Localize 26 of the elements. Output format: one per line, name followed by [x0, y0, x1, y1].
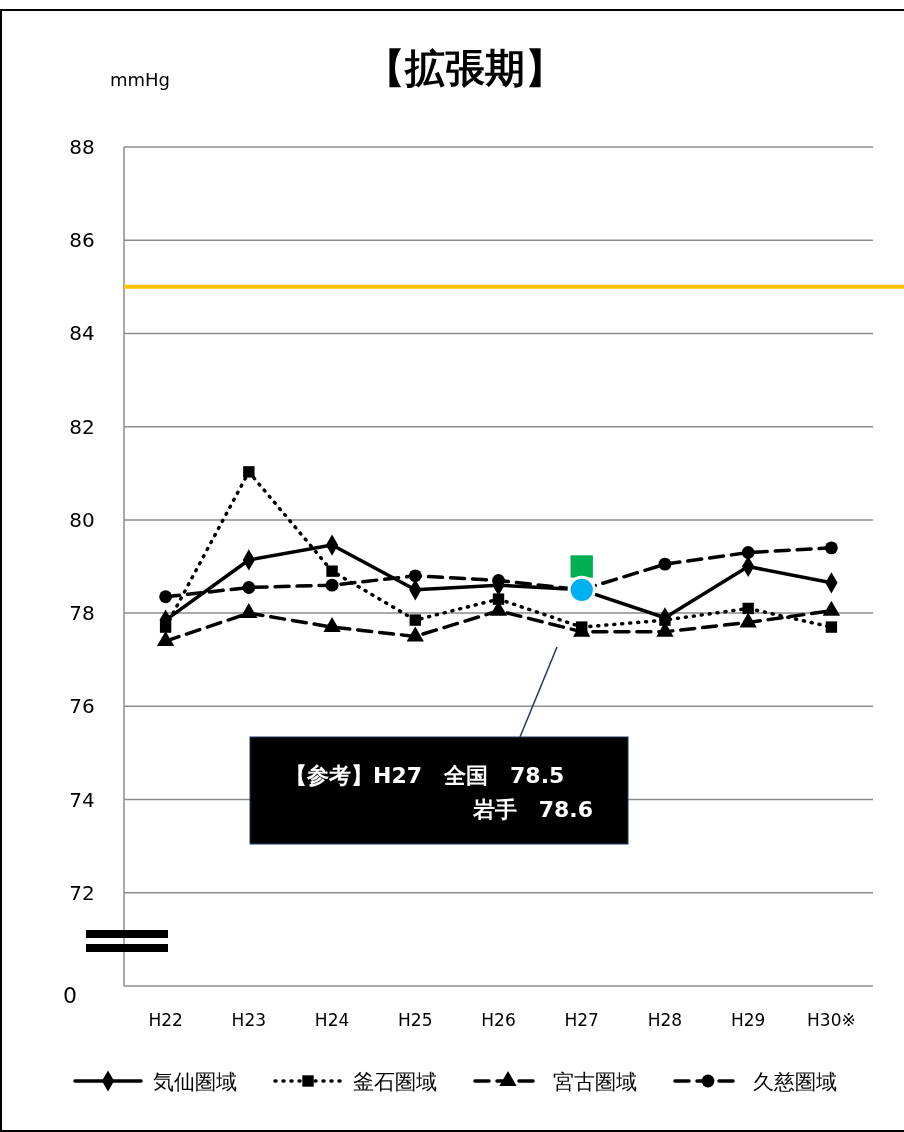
x-tick-label: H29	[730, 1010, 766, 1030]
y-tick-label: 74	[69, 787, 95, 812]
legend-label: 気仙圏域	[153, 1070, 237, 1094]
legend-label: 宮古圏域	[553, 1070, 637, 1094]
annotation: 【参考】H27 全国 78.5 岩手 78.6	[285, 763, 593, 822]
legend-label: 久慈圏域	[753, 1070, 837, 1094]
x-tick-label: H22	[148, 1010, 183, 1030]
x-tick-label: H26	[481, 1010, 516, 1030]
y-tick-label: 72	[69, 880, 95, 905]
x-tick-label: H28	[647, 1010, 683, 1030]
y-tick-label: 76	[69, 694, 95, 719]
y-tick-label: 78	[69, 601, 95, 626]
x-tick-label: H30※	[807, 1010, 856, 1030]
x-tick-label: H23	[231, 1010, 267, 1030]
legend-label: 釜石圏域	[353, 1070, 437, 1094]
x-tick-label: H24	[314, 1010, 350, 1030]
y-tick-label: 88	[69, 135, 95, 159]
x-tick-label: H25	[398, 1010, 433, 1030]
y-axis-title: mmHg	[109, 69, 171, 90]
x-tick-label: H27	[564, 1010, 599, 1030]
y-tick-label: 86	[69, 228, 95, 253]
y-tick-label: 84	[69, 321, 95, 346]
chart-title: 【拡張期】	[365, 45, 565, 91]
y-tick-label: 82	[69, 414, 95, 439]
y-tick-label: 80	[69, 507, 95, 532]
text: 0	[63, 983, 77, 1008]
